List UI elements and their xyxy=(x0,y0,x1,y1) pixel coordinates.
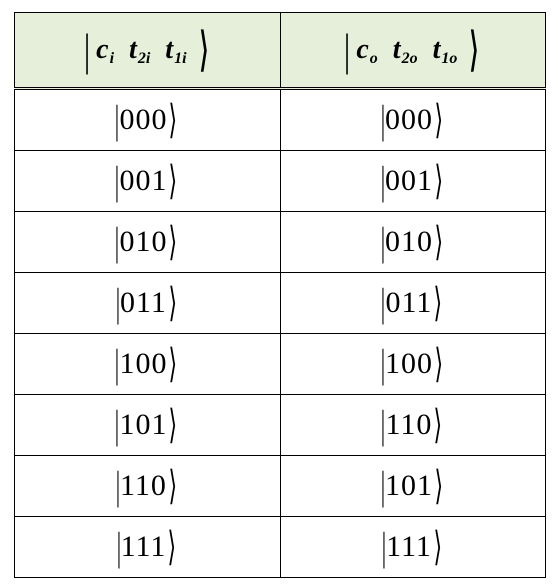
ket-in: |100⟩ xyxy=(113,344,181,384)
ket-value: 110 xyxy=(384,410,435,440)
ket-value: 001 xyxy=(117,166,169,196)
ket-in: |011⟩ xyxy=(114,283,181,323)
ket-out: |001⟩ xyxy=(379,161,447,201)
ket-value: 010 xyxy=(383,227,435,257)
ket-out: |100⟩ xyxy=(379,344,447,384)
ket-out: |111⟩ xyxy=(380,527,445,567)
table-row: |101⟩ |110⟩ xyxy=(15,395,546,456)
ket-out: |101⟩ xyxy=(379,466,447,506)
table-row: |000⟩ |000⟩ xyxy=(15,89,546,151)
ket-value: 011 xyxy=(118,288,169,318)
table-row: |010⟩ |010⟩ xyxy=(15,212,546,273)
ket-header-input: | ci t2i t1i ⟩ xyxy=(82,27,212,73)
hdr-out-t2-sub: 2o xyxy=(402,50,418,67)
hdr-in-c-sub: i xyxy=(110,50,114,67)
ket-value: 111 xyxy=(384,532,434,562)
ket-value: 010 xyxy=(117,227,169,257)
hdr-in-c: c xyxy=(96,34,108,65)
ket-out: |000⟩ xyxy=(379,100,447,140)
ket-out: |011⟩ xyxy=(379,283,446,323)
hdr-in-t2: t xyxy=(129,34,137,65)
ket-value: 100 xyxy=(117,349,169,379)
ket-in: |101⟩ xyxy=(113,405,181,445)
ket-value: 100 xyxy=(383,349,435,379)
ket-value: 000 xyxy=(383,105,435,135)
hdr-in-t1: t xyxy=(165,34,173,65)
column-header-input: | ci t2i t1i ⟩ xyxy=(15,13,281,89)
ket-in: |000⟩ xyxy=(113,100,181,140)
hdr-out-t1-sub: 1o xyxy=(441,50,457,67)
ket-in: |110⟩ xyxy=(114,466,181,506)
ket-value: 101 xyxy=(383,471,435,501)
ket-value: 101 xyxy=(117,410,169,440)
table-row: |110⟩ |101⟩ xyxy=(15,456,546,517)
ket-in: |010⟩ xyxy=(113,222,181,262)
ket-out: |010⟩ xyxy=(379,222,447,262)
ket-header-output: | co t2o t1o ⟩ xyxy=(342,27,483,73)
ket-value: 000 xyxy=(117,105,169,135)
table-row: |100⟩ |100⟩ xyxy=(15,334,546,395)
hdr-out-t1: t xyxy=(433,34,441,65)
ket-value: 111 xyxy=(119,532,169,562)
hdr-in-t2-sub: 2i xyxy=(138,50,150,67)
ket-value: 011 xyxy=(384,288,435,318)
hdr-in-t1-sub: 1i xyxy=(174,50,186,67)
table-row: |011⟩ |011⟩ xyxy=(15,273,546,334)
ket-out: |110⟩ xyxy=(379,405,446,445)
hdr-out-t2: t xyxy=(393,34,401,65)
truth-table: | ci t2i t1i ⟩ | co t2o t1o xyxy=(14,12,546,578)
hdr-out-c: c xyxy=(356,34,368,65)
ket-in: |001⟩ xyxy=(113,161,181,201)
ket-value: 110 xyxy=(118,471,169,501)
table-row: |111⟩ |111⟩ xyxy=(15,517,546,578)
ket-value: 001 xyxy=(383,166,435,196)
ket-in: |111⟩ xyxy=(115,527,180,567)
table-row: |001⟩ |001⟩ xyxy=(15,151,546,212)
hdr-out-c-sub: o xyxy=(370,50,378,67)
column-header-output: | co t2o t1o ⟩ xyxy=(280,13,546,89)
